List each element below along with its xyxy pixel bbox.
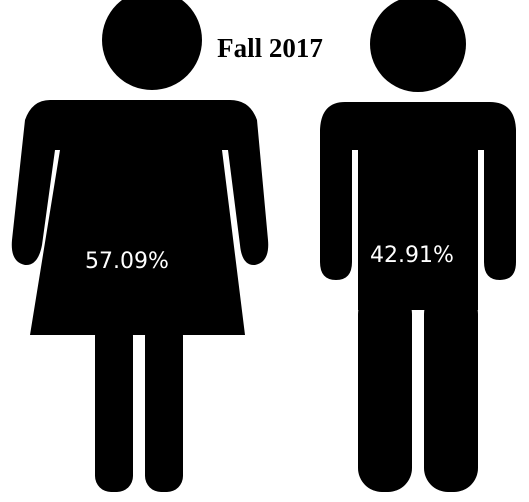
man-icon xyxy=(320,0,516,492)
male-percentage: 42.91% xyxy=(370,243,454,268)
female-percentage: 57.09% xyxy=(85,249,169,274)
title: Fall 2017 xyxy=(217,33,323,63)
woman-icon xyxy=(11,0,269,492)
